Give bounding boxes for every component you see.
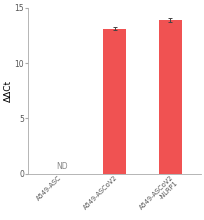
Bar [158,20,181,174]
Text: ND: ND [56,162,67,171]
Y-axis label: ΔΔCt: ΔΔCt [4,80,13,102]
Bar [102,29,126,174]
